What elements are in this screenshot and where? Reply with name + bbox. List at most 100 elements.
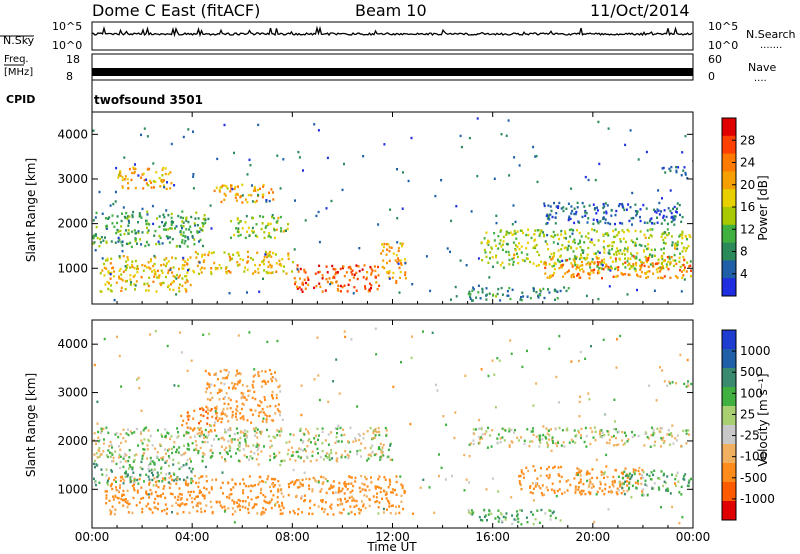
scatter-cell (168, 486, 171, 489)
scatter-cell (650, 471, 653, 474)
scatter-cell (154, 270, 157, 274)
scatter-cell (550, 258, 553, 261)
scatter-cell (251, 200, 254, 203)
scatter-cell (124, 268, 127, 272)
scatter-cell (546, 432, 549, 435)
scatter-cell (134, 284, 137, 287)
scatter-cell (597, 250, 600, 253)
scatter-cell (260, 487, 263, 490)
scatter-cell (164, 223, 167, 227)
scatter-cell (163, 216, 166, 219)
scatter-cell (670, 211, 673, 215)
scatter-cell (611, 247, 614, 251)
scatter-cell (392, 504, 394, 507)
scatter-cell (358, 269, 361, 273)
scatter-cell (681, 276, 684, 280)
scatter-cell (577, 429, 580, 433)
scatter-cell (668, 167, 671, 171)
scatter-cell (396, 241, 399, 244)
scatter-cell (94, 233, 97, 236)
scatter-cell (297, 479, 300, 482)
scatter-cell (166, 431, 169, 434)
scatter-cell (266, 415, 269, 418)
scatter-cell (485, 293, 488, 296)
scatter-cell (184, 260, 187, 263)
scatter-cell (272, 477, 275, 481)
scatter-cell (296, 268, 299, 271)
scatter-cell (581, 260, 583, 264)
scatter-cell (637, 434, 640, 438)
scatter-cell (303, 278, 306, 281)
scatter-cell (198, 501, 201, 504)
scatter-cell (651, 487, 654, 490)
scatter-cell (164, 435, 167, 438)
scatter-cell (194, 224, 197, 227)
scatter-cell (224, 396, 226, 399)
scatter-cell (204, 221, 207, 225)
scatter-cell (166, 507, 169, 511)
scatter-cell (292, 433, 295, 437)
scatter-cell (590, 238, 593, 241)
scatter-cell (634, 241, 637, 245)
scatter-cell (149, 434, 152, 438)
scatter-cell (256, 436, 259, 439)
scatter-cell (589, 272, 592, 275)
scatter-cell (546, 488, 549, 492)
scatter-cell (127, 473, 129, 476)
scatter-cell (470, 511, 473, 514)
scatter-cell (138, 501, 141, 504)
scatter-cell (672, 442, 675, 445)
scatter-cell (263, 231, 266, 234)
scatter-cell (428, 486, 431, 489)
scatter-cell (297, 512, 299, 516)
scatter-cell (109, 512, 112, 516)
scatter-cell (375, 496, 378, 499)
scatter-cell (676, 434, 679, 437)
scatter-cell (238, 263, 241, 266)
scatter-cell (660, 261, 663, 265)
scatter-cell (256, 235, 259, 238)
scatter-cell (181, 239, 184, 242)
scatter-cell (176, 476, 179, 479)
scatter-cell (179, 498, 182, 501)
scatter-cell (321, 499, 324, 502)
scatter-cell (243, 434, 246, 437)
scatter-cell (118, 275, 120, 278)
scatter-cell (585, 211, 588, 215)
scatter-cell (587, 232, 590, 235)
scatter-cell (94, 459, 97, 463)
colorbar-tick-label: 500 (740, 365, 763, 379)
scatter-cell (300, 288, 303, 291)
scatter-cell (377, 512, 380, 515)
scatter-cell (107, 479, 109, 482)
scatter-cell (389, 208, 392, 211)
scatter-cell (333, 276, 336, 279)
scatter-cell (309, 500, 311, 503)
scatter-cell (311, 512, 314, 516)
scatter-cell (145, 426, 148, 429)
scatter-cell (308, 487, 311, 491)
scatter-cell (142, 269, 145, 272)
scatter-cell (481, 433, 484, 436)
scatter-cell (645, 276, 648, 279)
scatter-cell (133, 481, 135, 484)
scatter-cell (275, 221, 278, 224)
scatter-cell (598, 267, 601, 270)
scatter-cell (540, 491, 543, 495)
scatter-cell (558, 201, 561, 205)
scatter-cell (158, 234, 161, 238)
scatter-cell (505, 233, 508, 236)
scatter-cell (532, 427, 534, 430)
scatter-cell (220, 266, 223, 270)
scatter-cell (164, 221, 167, 224)
scatter-cell (625, 208, 628, 211)
scatter-cell (166, 449, 169, 452)
scatter-cell (685, 247, 688, 250)
scatter-cell (272, 494, 275, 497)
scatter-cell (202, 225, 205, 228)
scatter-cell (313, 286, 316, 289)
scatter-cell (264, 500, 267, 504)
scatter-cell (566, 429, 569, 432)
scatter-cell (595, 230, 598, 233)
scatter-cell (472, 428, 475, 431)
